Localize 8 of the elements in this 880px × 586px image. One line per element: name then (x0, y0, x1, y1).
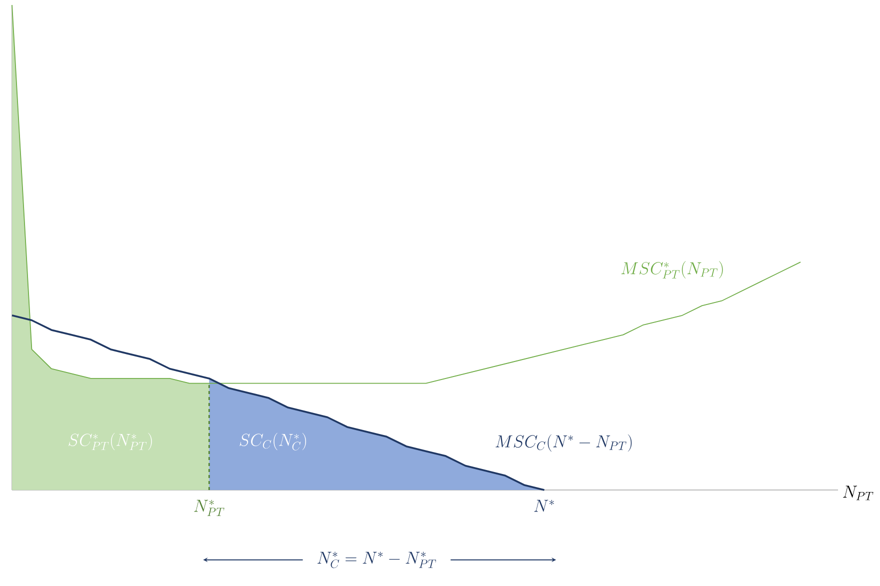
text: $MSC_C(N^* - N_{PT})$ (496, 434, 632, 452)
x-axis-title: $N_{PT}$ (843, 486, 874, 500)
series-label: $SC_C(N_C^*)$ (240, 432, 306, 450)
series-label: $SC_{PT}^*(N_{PT}^*)$ (68, 432, 152, 450)
text: $N_C^* = N^* - N_{PT}^*$ (317, 552, 436, 568)
series-label: $MSC_{PT}^*(N_{PT})$ (621, 261, 723, 278)
text: $N^*$ (534, 500, 554, 512)
text: $N_{PT}^*$ (194, 500, 224, 516)
